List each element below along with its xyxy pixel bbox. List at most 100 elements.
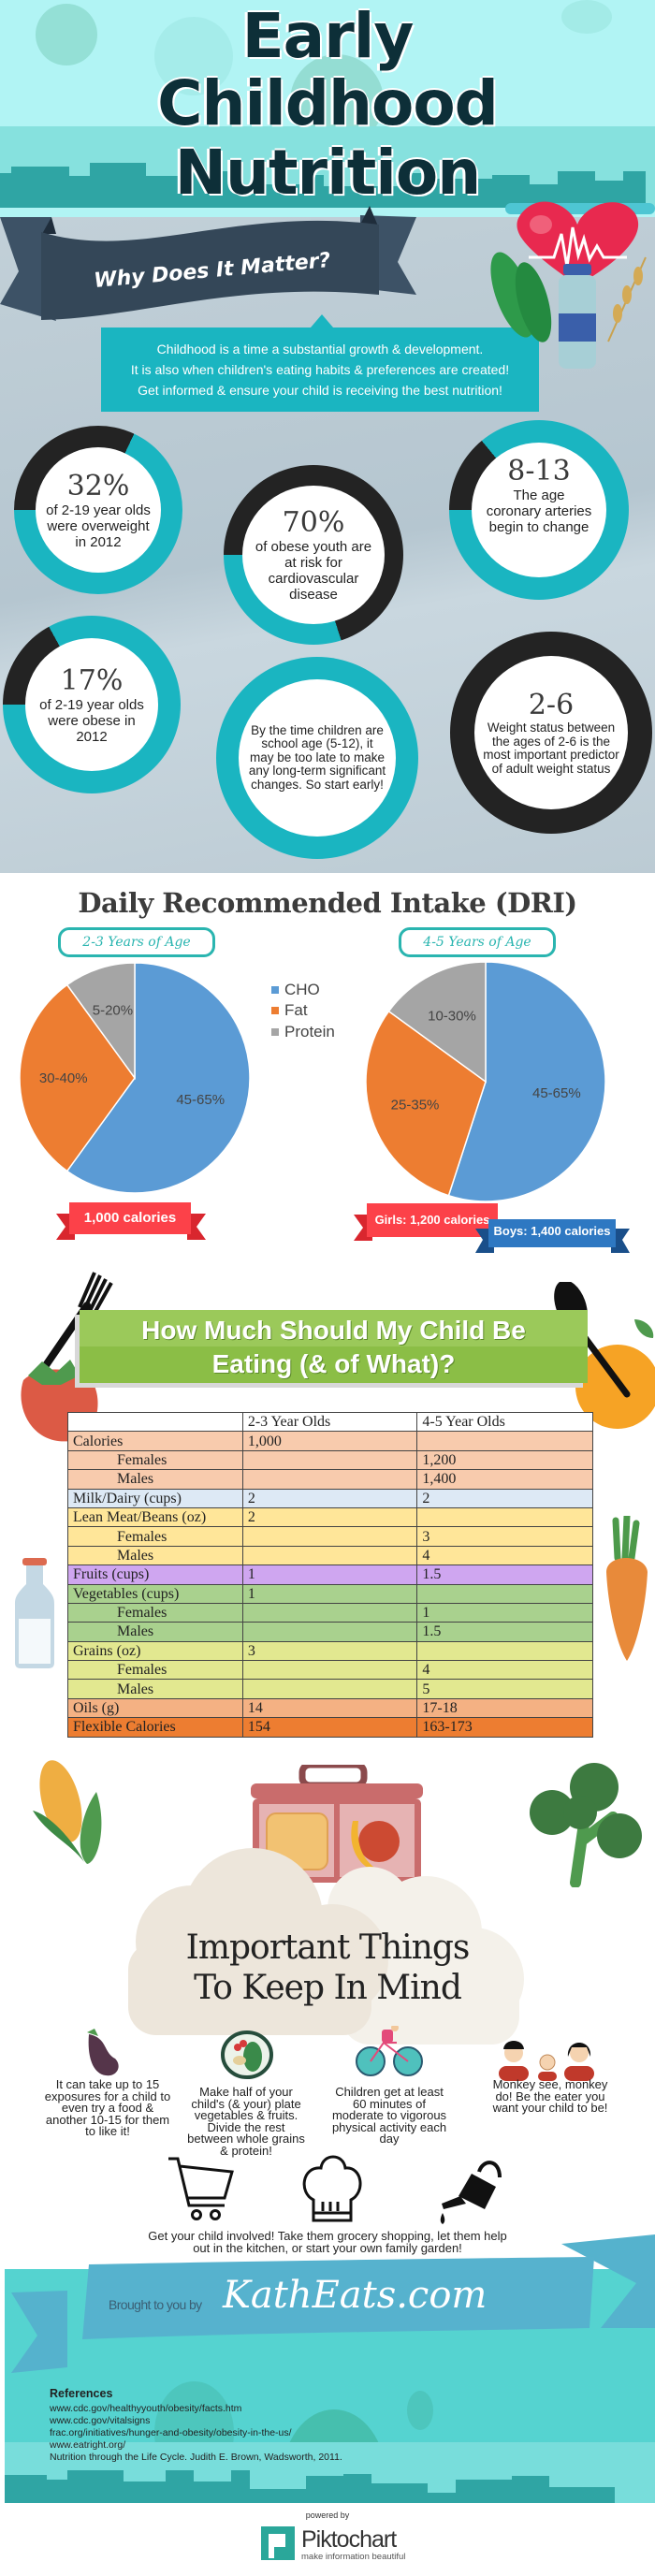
legend-fat: Fat	[271, 1001, 308, 1020]
reference-item: frac.org/initiatives/hunger-and-obesity/…	[50, 2427, 292, 2438]
involve-text: Get your child involved! Take them groce…	[94, 2230, 561, 2254]
table-row: Oils (g) 14 17-18	[67, 1697, 593, 1719]
piktochart-logo-icon	[261, 2526, 295, 2560]
cell-value: 1.5	[416, 1565, 593, 1585]
pie-slice-fat	[19, 983, 136, 1172]
intro-line: It is also when children's eating habits…	[130, 362, 510, 377]
calories-girls: Girls: 1,200 calories	[374, 1213, 490, 1227]
cell-value: 3	[416, 1526, 593, 1547]
table-row: Males 1,400	[67, 1469, 593, 1490]
stat-value: 17%	[60, 663, 124, 697]
pie-data-label: 5-20%	[93, 1002, 133, 1018]
reference-item: www.cdc.gov/healthyyouth/obesity/facts.h…	[50, 2403, 242, 2414]
reference-item: Nutrition through the Life Cycle. Judith…	[50, 2452, 342, 2463]
references-title: References	[50, 2387, 113, 2400]
decor-circle	[407, 2391, 433, 2430]
cell-value	[241, 1622, 418, 1642]
stat-donut-arteries: 8-13 The age coronary arteries begin to …	[449, 420, 629, 600]
stat-donut-school-age: By the time children are school age (5-1…	[216, 657, 418, 859]
cell-value: 1,200	[416, 1449, 593, 1471]
table-row: Milk/Dairy (cups) 2 2	[67, 1488, 593, 1508]
stat-text: Weight status between the ages of 2-6 is…	[483, 720, 619, 776]
piktochart-tagline: make information beautiful	[301, 2552, 406, 2562]
title-line-2: Childhood	[157, 67, 499, 139]
row-label: Flexible Calories	[67, 1717, 243, 1738]
row-label: Calories	[67, 1431, 243, 1451]
cell-value	[416, 1506, 593, 1528]
pie-data-label: 25-35%	[391, 1098, 440, 1113]
pie-data-label: 10-30%	[428, 1008, 476, 1024]
decor-circle	[154, 17, 233, 95]
age-label-2-3: 2-3 Years of Age	[58, 927, 215, 957]
table-row: Grains (oz) 3	[67, 1640, 593, 1662]
column-header: 4-5 Year Olds	[416, 1411, 593, 1433]
column-header: 2-3 Year Olds	[241, 1411, 418, 1433]
skyline	[5, 2470, 615, 2503]
cell-value: 3	[241, 1640, 418, 1662]
cell-value: 163-173	[416, 1717, 593, 1738]
stat-value: 70%	[282, 506, 345, 539]
table-row: Males 4	[67, 1545, 593, 1566]
table-row: Males 5	[67, 1679, 593, 1699]
table-row: Females 1	[67, 1602, 593, 1623]
pie-data-label: 45-65%	[532, 1085, 581, 1101]
stat-donut-obese: 17% of 2-19 year olds were obese in 2012	[3, 616, 181, 793]
table-header-row: 2-3 Year Olds 4-5 Year Olds	[67, 1411, 593, 1433]
legend-label: Fat	[284, 1001, 308, 1019]
table-row: Vegetables (cups) 1	[67, 1583, 593, 1604]
eating-title-line: Eating (& of What)?	[211, 1349, 456, 1378]
tip-role-model: Monkey see, monkey do! Be the eater you …	[492, 2077, 608, 2116]
table-row: Females 3	[67, 1526, 593, 1547]
cell-value	[241, 1679, 418, 1699]
row-label: Males	[67, 1622, 243, 1642]
cell-value: 2	[416, 1488, 593, 1508]
brand-link[interactable]: KathEats.com	[223, 2274, 488, 2317]
legend-label: Protein	[284, 1023, 335, 1041]
involve-line: out in the kitchen, or start your own fa…	[193, 2241, 462, 2255]
keep-title-line: To Keep In Mind	[194, 1969, 462, 2007]
row-label: Females	[67, 1449, 243, 1471]
age-label-4-5: 4-5 Years of Age	[399, 927, 556, 957]
reference-item: www.eatright.org/	[50, 2439, 126, 2451]
calories-boys: Boys: 1,400 calories	[493, 1224, 611, 1238]
ribbon-shape	[475, 1219, 630, 1253]
cell-value: 1,000	[241, 1431, 418, 1451]
table-row: Males 1.5	[67, 1622, 593, 1642]
cloud-shape	[128, 1848, 524, 2045]
stat-text: The age coronary arteries begin to chang…	[486, 488, 592, 535]
piktochart-logo-text[interactable]: Piktochart	[301, 2526, 397, 2553]
tip-exposures: It can take up to 15 exposures for a chi…	[44, 2077, 171, 2139]
pie-slice-protein	[387, 961, 487, 1084]
row-label: Oils (g)	[67, 1697, 243, 1719]
pie-slice-cho	[66, 962, 251, 1194]
row-label: Females	[67, 1526, 243, 1547]
watering-can-icon	[440, 2161, 502, 2224]
legend-swatch	[271, 1028, 279, 1036]
dri-pie-charts: 45-65% 30-40% 5-20% 45-65% 25-35% 10-30%	[19, 961, 606, 1202]
row-label: Vegetables (cups)	[67, 1583, 243, 1604]
cell-value: 1.5	[416, 1622, 593, 1642]
cell-value: 14	[241, 1697, 418, 1719]
row-label: Females	[67, 1660, 243, 1681]
legend-swatch	[271, 986, 279, 994]
cell-value: 1,400	[416, 1469, 593, 1490]
stat-donut-cardio: 70% of obese youth are at risk for cardi…	[224, 465, 403, 645]
stat-text: of obese youth are at risk for cardiovas…	[255, 539, 372, 603]
milk-bottle-illustration	[15, 1558, 54, 1668]
cell-value: 4	[416, 1660, 593, 1681]
row-label: Males	[67, 1545, 243, 1566]
shopping-cart-icon	[168, 2157, 234, 2220]
why-ribbon	[0, 206, 416, 321]
intro-box: Childhood is a time a substantial growth…	[101, 327, 539, 412]
family-icon	[499, 2041, 594, 2081]
cell-value: 2	[241, 1506, 418, 1528]
cell-value	[416, 1583, 593, 1604]
dri-title: Daily Recommended Intake (DRI)	[78, 887, 577, 919]
cell-value: 1	[241, 1565, 418, 1585]
table-row: Lean Meat/Beans (oz) 2	[67, 1506, 593, 1528]
bicycle-icon	[356, 2026, 423, 2076]
table-row: Flexible Calories 154 163-173	[67, 1717, 593, 1738]
ribbon-shape	[56, 1202, 206, 1240]
tip-activity: Children get at least 60 minutes of mode…	[331, 2085, 447, 2147]
pie-slice-protein	[66, 962, 136, 1081]
